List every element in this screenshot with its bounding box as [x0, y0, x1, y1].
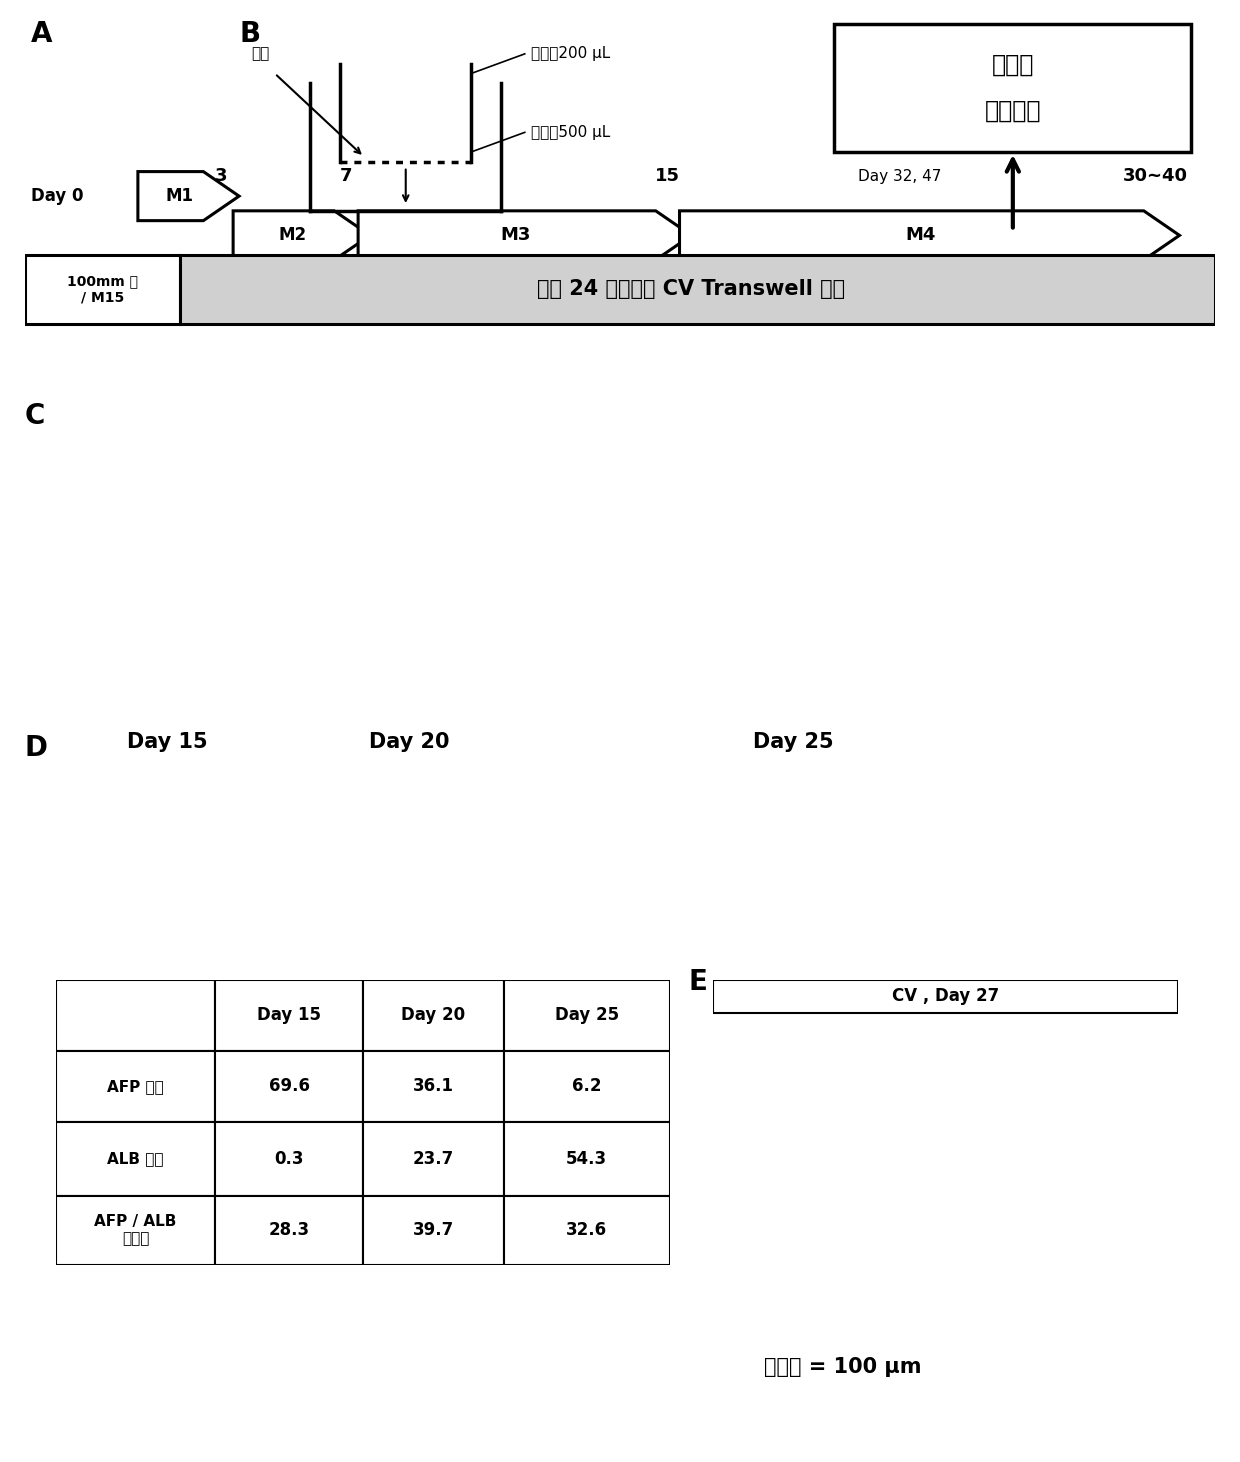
Bar: [216, 1051, 363, 1123]
Text: Day 25: Day 25: [554, 1006, 619, 1025]
Bar: [216, 980, 363, 1051]
Polygon shape: [138, 171, 239, 221]
Text: 下侧：500 μL: 下侧：500 μL: [531, 124, 610, 140]
Bar: [503, 1051, 670, 1123]
Text: 36.1: 36.1: [413, 1077, 454, 1095]
Polygon shape: [680, 211, 1179, 260]
Bar: [180, 254, 1215, 323]
Bar: [363, 1196, 503, 1265]
Text: 100mm 盘
/ M15: 100mm 盘 / M15: [67, 275, 138, 304]
Bar: [363, 1123, 503, 1196]
Text: B: B: [239, 19, 260, 48]
Bar: [56, 1196, 216, 1265]
Text: 上侧：200 μL: 上侧：200 μL: [531, 47, 610, 61]
Bar: [503, 1196, 670, 1265]
Bar: [216, 1196, 363, 1265]
Text: Day 0: Day 0: [31, 187, 83, 205]
Text: 细胞: 细胞: [250, 47, 269, 61]
Text: 比例尺 = 100 μm: 比例尺 = 100 μm: [764, 1357, 923, 1377]
Text: Day 20: Day 20: [370, 732, 449, 753]
Polygon shape: [358, 211, 692, 260]
Text: 30~40: 30~40: [1123, 168, 1188, 186]
Text: C: C: [25, 402, 45, 430]
Bar: [835, 25, 1192, 152]
Text: A: A: [31, 19, 52, 48]
Text: Day 25: Day 25: [753, 732, 835, 753]
Text: 69.6: 69.6: [269, 1077, 310, 1095]
Text: 位于 24 孔板上的 CV Transwell 插件: 位于 24 孔板上的 CV Transwell 插件: [537, 279, 846, 300]
Text: M1: M1: [166, 187, 193, 205]
Text: Day 32, 47: Day 32, 47: [858, 170, 941, 184]
Text: CV , Day 27: CV , Day 27: [892, 987, 999, 1006]
Bar: [25, 254, 180, 323]
Text: 15: 15: [655, 168, 680, 186]
Bar: [56, 1051, 216, 1123]
Text: 表达谱: 表达谱: [992, 53, 1034, 77]
Text: AFP 阳性: AFP 阳性: [107, 1079, 164, 1094]
Bar: [713, 980, 1178, 1013]
Bar: [216, 1123, 363, 1196]
Text: 7: 7: [340, 168, 352, 186]
Bar: [503, 1123, 670, 1196]
Bar: [363, 980, 503, 1051]
Text: Day 20: Day 20: [402, 1006, 465, 1025]
Text: 28.3: 28.3: [269, 1221, 310, 1240]
Bar: [503, 980, 670, 1051]
Bar: [56, 1123, 216, 1196]
Text: 32.6: 32.6: [567, 1221, 608, 1240]
Text: 0.3: 0.3: [274, 1151, 304, 1168]
Text: ALB 阳性: ALB 阳性: [108, 1152, 164, 1167]
Bar: [363, 1051, 503, 1123]
Text: 54.3: 54.3: [567, 1151, 608, 1168]
Bar: [56, 980, 216, 1051]
Text: Day 15: Day 15: [126, 732, 208, 753]
Text: 3: 3: [215, 168, 227, 186]
Text: Day 15: Day 15: [257, 1006, 321, 1025]
Text: 23.7: 23.7: [413, 1151, 454, 1168]
Text: 6.2: 6.2: [572, 1077, 601, 1095]
Text: D: D: [25, 734, 48, 762]
Text: E: E: [688, 968, 707, 996]
Text: M2: M2: [279, 227, 306, 244]
Text: M3: M3: [501, 227, 531, 244]
Text: AFP / ALB
双阳性: AFP / ALB 双阳性: [94, 1215, 177, 1247]
Polygon shape: [233, 211, 370, 260]
Text: 代谢活性: 代谢活性: [985, 99, 1042, 123]
Text: M4: M4: [905, 227, 936, 244]
Text: 39.7: 39.7: [413, 1221, 454, 1240]
